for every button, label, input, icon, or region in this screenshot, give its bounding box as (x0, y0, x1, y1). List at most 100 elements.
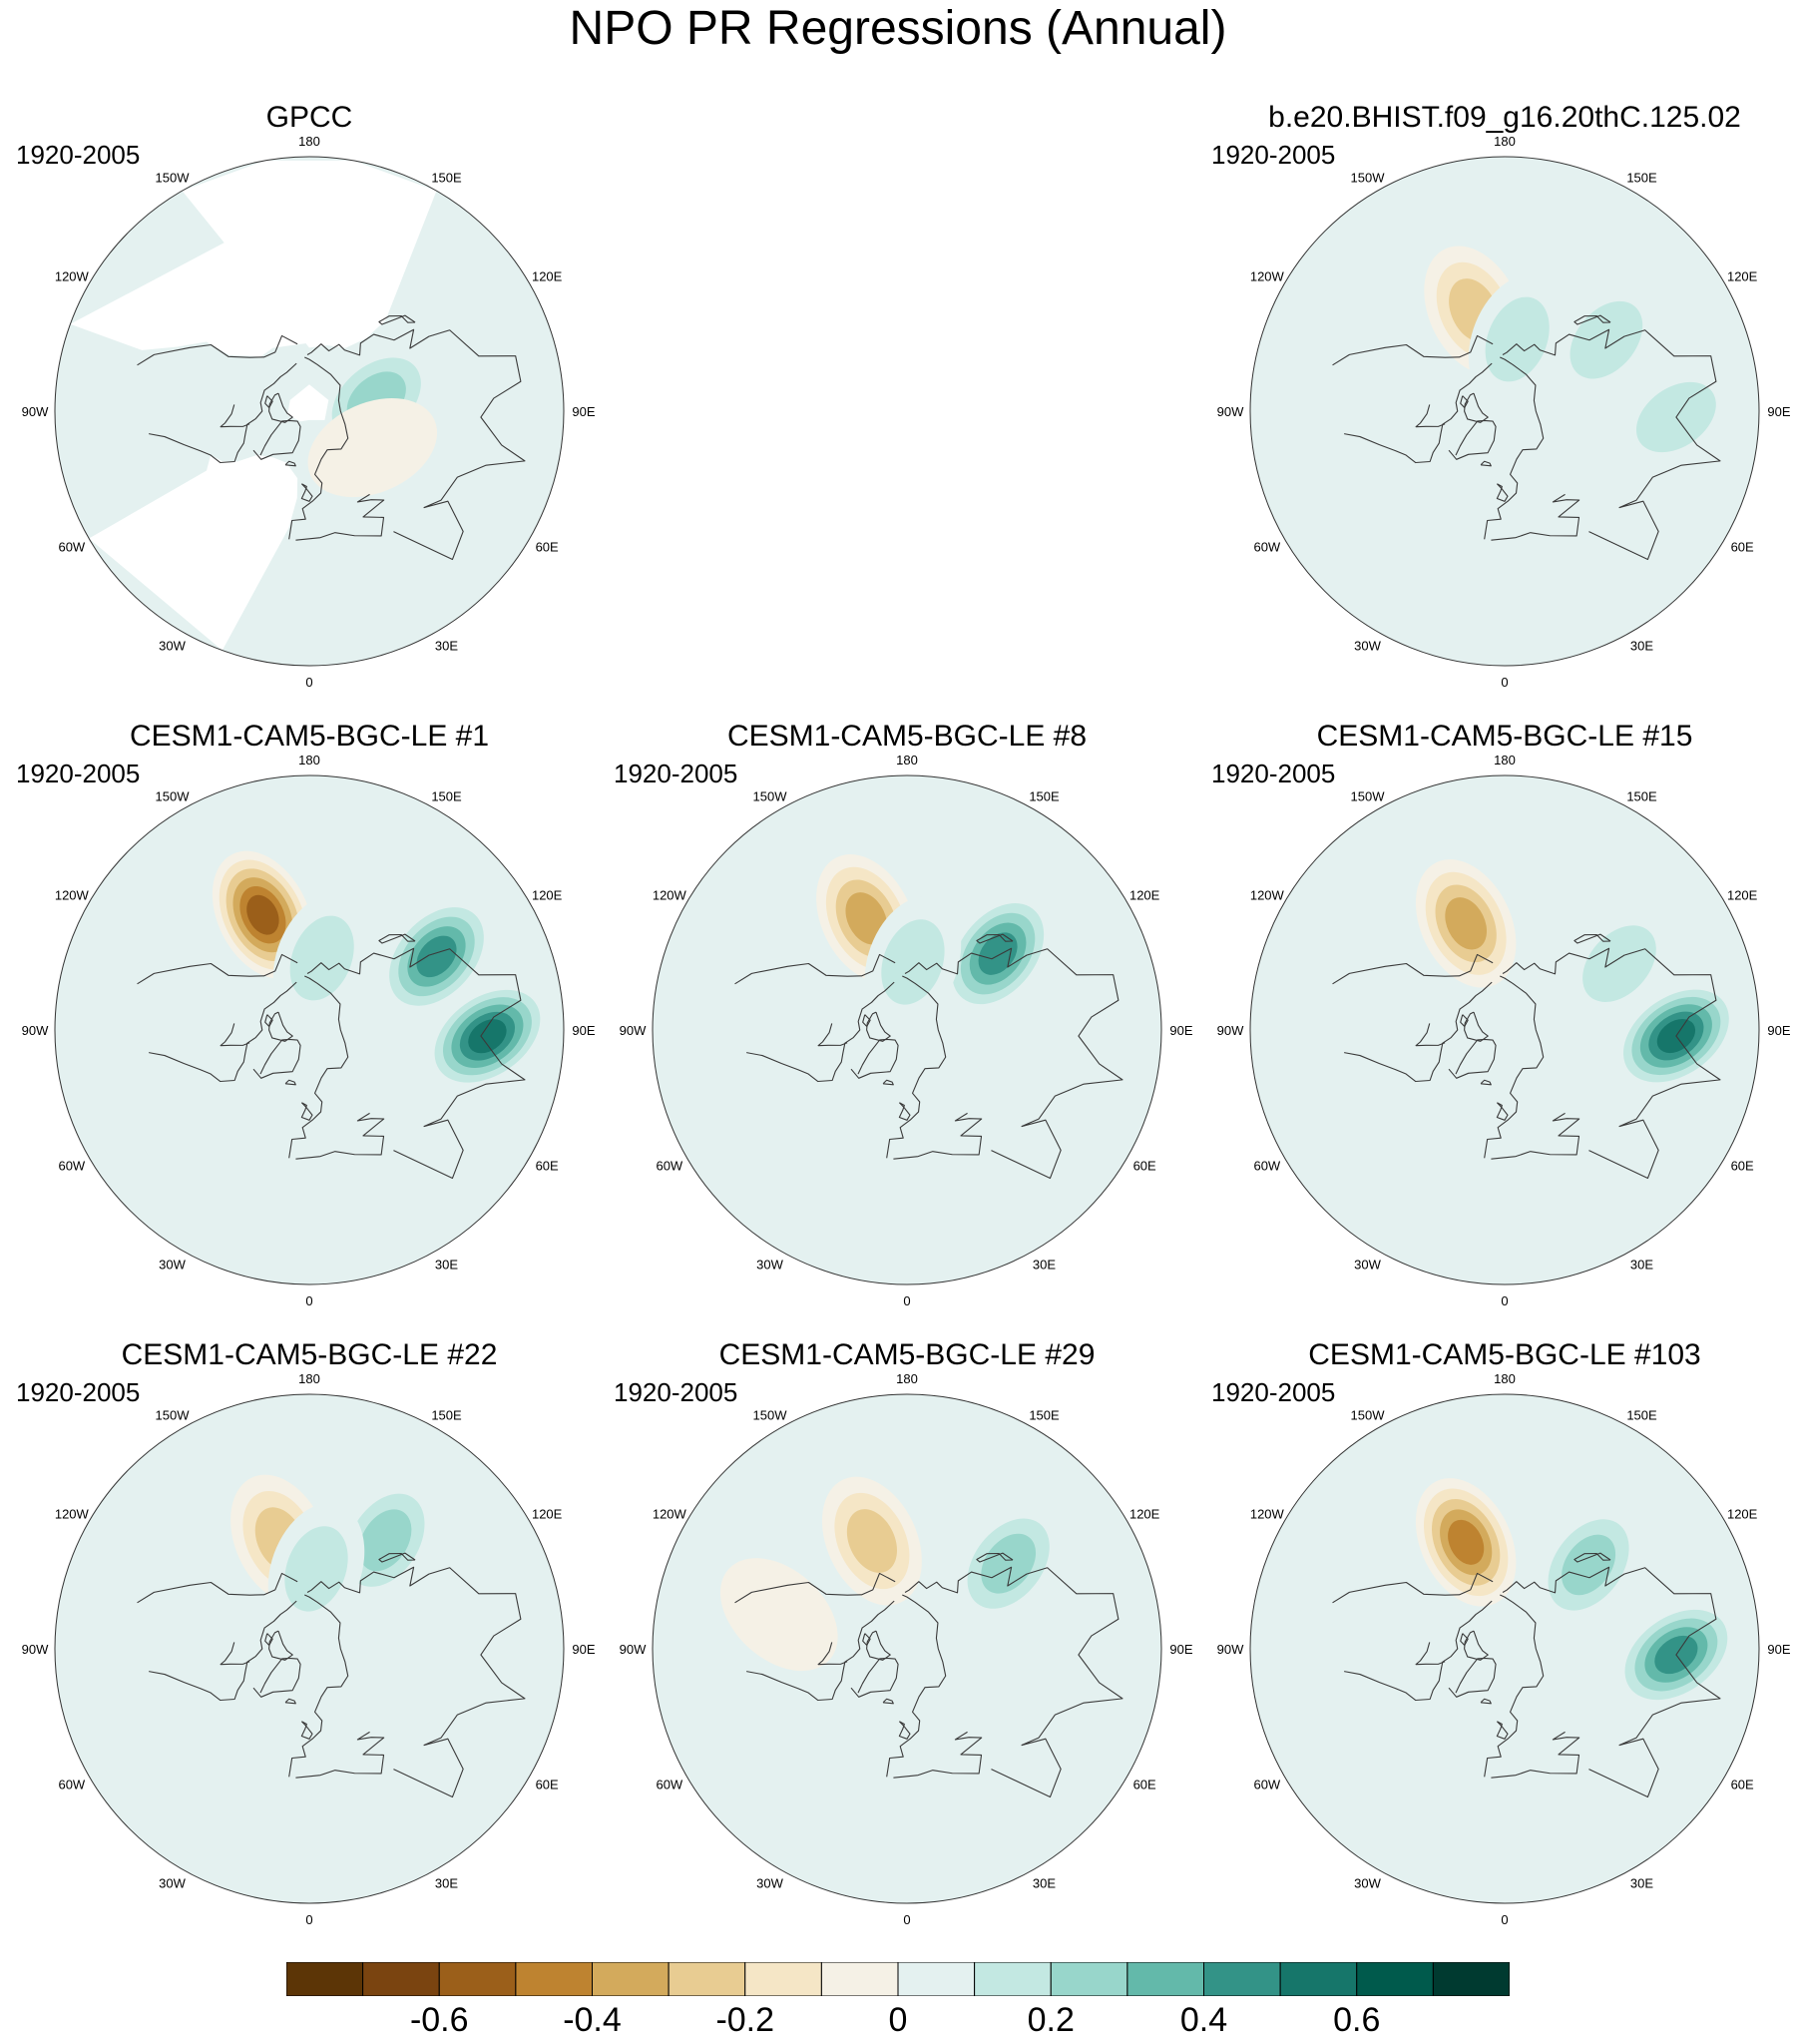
period-label: 1920-2005 (1211, 1377, 1336, 1407)
longitude-label: 0 (305, 675, 312, 690)
coastline (1448, 1657, 1497, 1698)
coastline (1480, 1079, 1492, 1086)
colorbar-swatch (1203, 1962, 1281, 1996)
longitude-label: 0 (1501, 1912, 1508, 1927)
coastline (850, 1038, 899, 1079)
coastline (1502, 328, 1721, 561)
longitude-label: 60W (58, 540, 85, 555)
coastline (866, 1011, 891, 1042)
field-background (1250, 775, 1759, 1284)
period-label: 1920-2005 (1211, 140, 1336, 170)
colorbar-swatch (592, 1962, 670, 1996)
polar-map: 180 150E 120E 90E 60E 30E 0 30W 60W 90W 120W 150W (22, 753, 596, 1308)
panel-title: CESM1-CAM5-BGC-LE #103 (1308, 1338, 1701, 1371)
colorbar-swatch (286, 1962, 364, 1996)
no-data-mask (89, 454, 298, 651)
colorbar-swatch (362, 1962, 440, 1996)
coastline (284, 1698, 296, 1705)
longitude-label: 0 (1501, 1293, 1508, 1308)
coastline (898, 1721, 911, 1740)
longitude-label: 30E (435, 1876, 458, 1891)
longitude-label: 120E (532, 888, 563, 903)
coastline (300, 1721, 313, 1740)
anomaly-contour (468, 1019, 507, 1054)
polar-map: 180 150E 120E 90E 60E 30E 0 30W 60W 90W 120W 150W (22, 134, 596, 690)
longitude-label: 180 (298, 753, 320, 767)
longitude-label: 0 (305, 1293, 312, 1308)
coastline (295, 1112, 385, 1160)
longitude-label: 0 (903, 1293, 910, 1308)
colorbar-tick-label: -0.4 (563, 2001, 622, 2039)
longitude-label: 120W (55, 269, 90, 284)
longitude-label: 150W (156, 788, 191, 803)
map-border (1249, 1393, 1760, 1904)
coastline (746, 981, 895, 1083)
longitude-label: 30W (756, 1258, 783, 1273)
panel-title: CESM1-CAM5-BGC-LE #29 (718, 1338, 1096, 1371)
longitude-label: 30E (435, 639, 458, 654)
colorbar-swatch (515, 1962, 593, 1996)
coastline (1480, 460, 1492, 467)
anomaly-contour (307, 398, 438, 498)
longitude-label: 120W (653, 1507, 687, 1522)
coastline (1484, 975, 1545, 1159)
longitude-label: 180 (298, 1371, 320, 1386)
longitude-label: 60W (1253, 1778, 1280, 1792)
coastline (268, 1630, 293, 1661)
coastline (1415, 1642, 1446, 1666)
coastline (1344, 362, 1493, 464)
period-label: 1920-2005 (16, 759, 141, 788)
coastline (817, 1023, 848, 1047)
longitude-label: 150W (1351, 788, 1386, 803)
anomaly-contour (416, 935, 457, 978)
longitude-label: 60W (58, 1159, 85, 1174)
longitude-label: 150E (1626, 1407, 1657, 1422)
coastline (1415, 1023, 1446, 1047)
longitude-label: 90E (572, 404, 595, 419)
longitude-label: 120W (55, 888, 90, 903)
polar-map: 180 150E 120E 90E 60E 30E 0 30W 60W 90W 120W 150W (620, 753, 1193, 1308)
anomaly-contour (845, 892, 888, 945)
coastline (288, 975, 349, 1159)
longitude-label: 120E (1129, 888, 1160, 903)
polar-map: 180 150E 120E 90E 60E 30E 0 30W 60W 90W 120W 150W (1217, 753, 1791, 1308)
polar-map: 180 150E 120E 90E 60E 30E 0 30W 60W 90W 120W 150W (620, 1371, 1193, 1927)
panel-title: GPCC (265, 101, 353, 134)
anomaly-contour (284, 1526, 348, 1612)
longitude-label: 150W (1351, 1407, 1386, 1422)
longitude-label: 30E (1630, 639, 1653, 654)
colorbar-swatch (438, 1962, 517, 1996)
field-background (653, 1394, 1161, 1903)
figure-title: NPO PR Regressions (Annual) (569, 2, 1227, 55)
anomaly-contour (1448, 1519, 1485, 1565)
no-data-mask (182, 160, 437, 348)
coastline (1496, 1102, 1509, 1121)
coastline (1344, 1600, 1493, 1702)
longitude-label: 150E (1029, 1407, 1060, 1422)
coastline (976, 1552, 1014, 1563)
longitude-label: 60W (656, 1778, 682, 1792)
longitude-label: 150E (1029, 788, 1060, 803)
coastline (1573, 314, 1611, 325)
period-label: 1920-2005 (16, 1377, 141, 1407)
longitude-label: 120E (1727, 888, 1758, 903)
map-border (54, 774, 565, 1285)
longitude-label: 150E (431, 170, 462, 185)
coastline (1491, 493, 1580, 541)
colorbar-tick-label: 0.6 (1333, 2001, 1381, 2039)
anomaly-contour (289, 915, 354, 1001)
coastline (284, 1079, 296, 1086)
coastline (866, 1630, 891, 1661)
coastline (1344, 981, 1493, 1083)
coastline (1484, 1594, 1545, 1778)
coastline (1460, 1633, 1469, 1647)
coastline (1502, 1566, 1721, 1798)
coastline (1332, 1572, 1494, 1604)
longitude-label: 180 (896, 1371, 918, 1386)
map-border (54, 1393, 565, 1904)
longitude-label: 0 (305, 1912, 312, 1927)
coastline (1573, 1552, 1611, 1563)
coastline (734, 953, 896, 985)
coastline (904, 1566, 1123, 1798)
coastline (252, 419, 301, 460)
